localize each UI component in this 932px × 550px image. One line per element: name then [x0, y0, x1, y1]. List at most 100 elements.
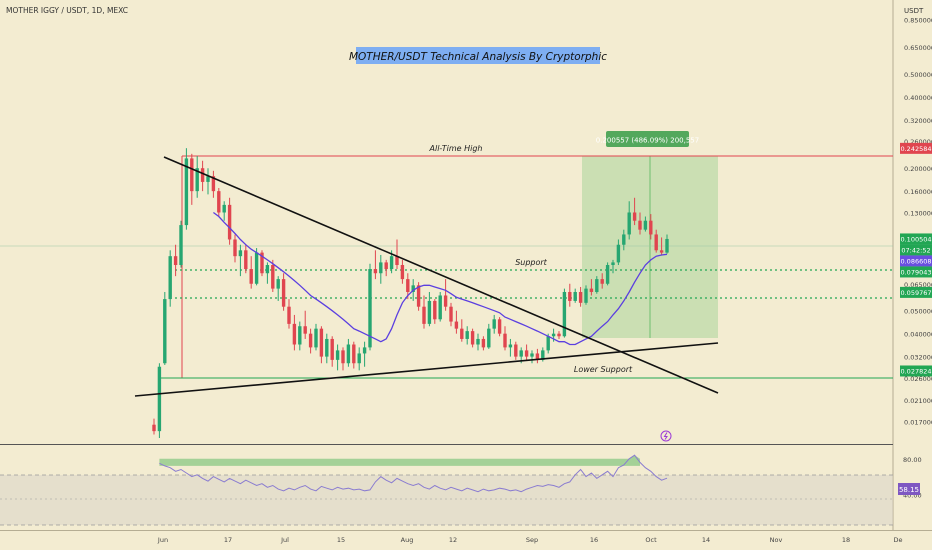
- candle[interactable]: [217, 187, 221, 217]
- candle[interactable]: [508, 338, 513, 357]
- candle[interactable]: [487, 323, 491, 349]
- candle[interactable]: [244, 244, 248, 274]
- candle[interactable]: [292, 314, 297, 351]
- candle[interactable]: [438, 291, 442, 322]
- candle[interactable]: [573, 288, 577, 303]
- candle[interactable]: [443, 279, 448, 311]
- candle[interactable]: [227, 197, 232, 245]
- candle[interactable]: [179, 220, 183, 268]
- rsi-axis[interactable]: 80.00 40.00: [903, 456, 922, 500]
- candle[interactable]: [433, 299, 437, 324]
- candle[interactable]: [362, 341, 367, 367]
- candle[interactable]: [325, 333, 329, 364]
- price-badge-bg: [900, 266, 932, 278]
- candle[interactable]: [449, 302, 453, 327]
- candle[interactable]: [168, 250, 172, 307]
- candle[interactable]: [605, 262, 610, 286]
- candle[interactable]: [643, 216, 648, 232]
- candle[interactable]: [659, 237, 664, 255]
- candle[interactable]: [238, 244, 243, 277]
- descending-trendline[interactable]: [163, 156, 719, 394]
- candle[interactable]: [584, 285, 588, 305]
- candle[interactable]: [611, 259, 615, 274]
- candle[interactable]: [271, 259, 275, 292]
- candle[interactable]: [595, 276, 599, 294]
- candle[interactable]: [454, 310, 459, 334]
- ascending-trendline[interactable]: [134, 342, 719, 397]
- candle-body: [238, 250, 243, 257]
- candle[interactable]: [530, 350, 534, 364]
- candle[interactable]: [481, 336, 486, 351]
- candle[interactable]: [627, 201, 631, 240]
- candle[interactable]: [281, 273, 286, 311]
- candle[interactable]: [211, 170, 216, 198]
- candle[interactable]: [427, 291, 432, 327]
- candle[interactable]: [476, 333, 480, 351]
- candle[interactable]: [589, 279, 594, 296]
- time-axis[interactable]: Jun 17 Jul 15 Aug 12 Sep 16 Oct 14 Nov 18 De: [157, 536, 903, 544]
- candle[interactable]: [249, 256, 253, 289]
- candle[interactable]: [616, 239, 621, 266]
- candle[interactable]: [346, 338, 351, 367]
- candle[interactable]: [524, 344, 529, 360]
- candle[interactable]: [308, 328, 313, 354]
- candle[interactable]: [152, 418, 156, 435]
- candle[interactable]: [568, 283, 572, 307]
- candle[interactable]: [254, 248, 259, 286]
- candle[interactable]: [379, 254, 383, 284]
- flash-icon[interactable]: [660, 430, 672, 442]
- candle[interactable]: [298, 321, 302, 351]
- candle[interactable]: [190, 153, 194, 205]
- candle[interactable]: [535, 348, 540, 364]
- candle[interactable]: [400, 259, 405, 284]
- candle[interactable]: [173, 244, 178, 277]
- candle[interactable]: [632, 197, 637, 226]
- candle[interactable]: [622, 229, 626, 251]
- candle[interactable]: [395, 239, 399, 270]
- candle[interactable]: [287, 299, 291, 329]
- candle[interactable]: [341, 347, 345, 371]
- candle[interactable]: [265, 262, 270, 284]
- candle[interactable]: [222, 201, 226, 221]
- candle[interactable]: [184, 148, 189, 230]
- candle[interactable]: [649, 214, 653, 240]
- candle[interactable]: [314, 323, 318, 351]
- candle[interactable]: [200, 160, 205, 192]
- candle[interactable]: [497, 317, 502, 337]
- candle[interactable]: [195, 156, 199, 198]
- candle[interactable]: [460, 319, 464, 342]
- candle[interactable]: [562, 288, 567, 338]
- candle[interactable]: [654, 229, 658, 253]
- candle[interactable]: [384, 259, 388, 277]
- candle[interactable]: [303, 310, 307, 339]
- candle[interactable]: [352, 341, 356, 369]
- candle[interactable]: [492, 314, 496, 334]
- candle[interactable]: [157, 363, 162, 438]
- candle[interactable]: [465, 326, 469, 345]
- candle[interactable]: [357, 347, 361, 371]
- candle[interactable]: [319, 326, 324, 364]
- candle[interactable]: [514, 341, 518, 360]
- candle-body: [638, 220, 642, 230]
- candle[interactable]: [373, 250, 378, 280]
- candle[interactable]: [665, 234, 669, 254]
- candle[interactable]: [276, 276, 280, 301]
- candle-body: [627, 212, 631, 235]
- price-badge: 0.100504: [900, 233, 932, 245]
- candle[interactable]: [503, 326, 507, 351]
- candle[interactable]: [578, 286, 583, 307]
- candle[interactable]: [600, 273, 604, 289]
- moving-average-line[interactable]: [213, 211, 668, 346]
- candle[interactable]: [163, 291, 167, 365]
- candle[interactable]: [470, 328, 475, 348]
- candle[interactable]: [422, 295, 426, 329]
- candle[interactable]: [330, 336, 334, 367]
- candle[interactable]: [206, 168, 210, 195]
- candle[interactable]: [335, 344, 340, 371]
- candle[interactable]: [260, 250, 264, 277]
- candle[interactable]: [638, 212, 642, 235]
- candle[interactable]: [557, 331, 561, 339]
- candle[interactable]: [233, 234, 237, 263]
- rsi-line[interactable]: [159, 454, 668, 493]
